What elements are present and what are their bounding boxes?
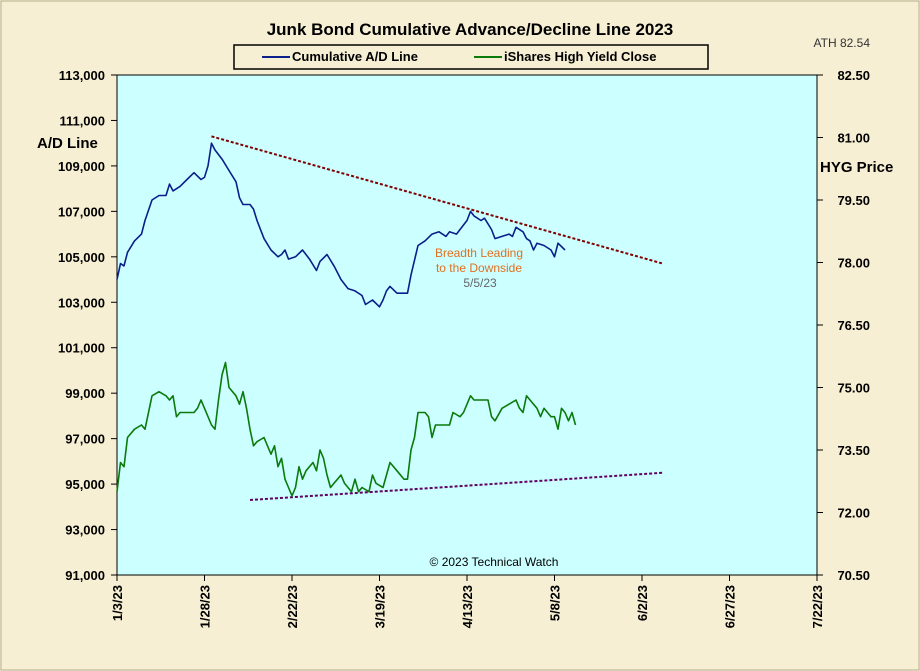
- series-hyg-close: [116, 361, 577, 497]
- y-axis-right-title: HYG Price: [820, 159, 893, 176]
- legend-box: [233, 44, 709, 70]
- lower-trendline: [249, 471, 664, 501]
- copyright-label: © 2023 Technical Watch: [430, 555, 559, 569]
- y-right-tick-label: 75.00: [837, 381, 870, 396]
- x-axis: 1/3/23 1/28/23 2/22/23 3/19/23 4/13/23 5/8/23…: [110, 575, 825, 628]
- x-tick-label: 6/2/23: [635, 585, 650, 621]
- y-axis-left-title: A/D Line: [37, 135, 98, 152]
- ath-label: ATH 82.54: [814, 36, 871, 50]
- y-left-tick-label: 107,000: [58, 204, 105, 219]
- y-left-tick-label: 113,000: [59, 68, 105, 83]
- y-left-tick-label: 93,000: [65, 523, 105, 538]
- x-tick-label: 4/13/23: [460, 585, 475, 628]
- y-left-tick-label: 95,000: [65, 477, 105, 492]
- x-tick-label: 2/22/23: [285, 585, 300, 628]
- legend-label-hyg: iShares High Yield Close: [504, 49, 656, 64]
- x-tick-label: 7/22/23: [810, 585, 825, 628]
- x-tick-label: 3/19/23: [373, 585, 388, 628]
- legend: Cumulative A/D Line iShares High Yield C…: [233, 44, 709, 70]
- y-left-tick-label: 91,000: [65, 568, 105, 583]
- series-layer: [116, 135, 664, 501]
- y-right-tick-label: 81.00: [837, 131, 870, 146]
- y-left-tick-label: 105,000: [58, 250, 105, 265]
- y-left-tick-label: 99,000: [65, 386, 105, 401]
- series-ad-line: [116, 142, 566, 308]
- annotation: Breadth Leading to the Downside 5/5/23: [435, 246, 523, 290]
- y-right-tick-label: 70.50: [837, 568, 870, 583]
- y-axis-left: 91,000 93,000 95,000 97,000 99,000 101,000 103…: [58, 68, 117, 583]
- y-right-tick-label: 72.00: [837, 506, 870, 521]
- chart-title: Junk Bond Cumulative Advance/Decline Lin…: [267, 20, 674, 39]
- y-right-tick-label: 76.50: [837, 318, 870, 333]
- x-tick-label: 5/8/23: [548, 585, 563, 621]
- legend-label-ad-line: Cumulative A/D Line: [292, 49, 418, 64]
- annotation-line1: Breadth Leading: [435, 246, 523, 260]
- y-left-tick-label: 103,000: [58, 295, 105, 310]
- x-tick-label: 6/27/23: [723, 585, 738, 628]
- y-axis-right: 70.50 72.00 73.50 75.00 76.50 78.00 79.50 81.00…: [817, 68, 870, 583]
- annotation-line2: to the Downside: [436, 261, 522, 275]
- upper-trendline: [211, 135, 664, 265]
- y-left-tick-label: 97,000: [65, 432, 105, 447]
- x-tick-label: 1/3/23: [110, 585, 125, 621]
- y-right-tick-label: 78.00: [837, 256, 870, 271]
- y-left-tick-label: 109,000: [58, 159, 105, 174]
- y-left-tick-label: 101,000: [58, 341, 105, 356]
- y-right-tick-label: 82.50: [837, 68, 870, 83]
- x-tick-label: 1/28/23: [198, 585, 213, 628]
- y-right-tick-label: 79.50: [837, 193, 870, 208]
- y-right-tick-label: 73.50: [837, 443, 870, 458]
- annotation-date: 5/5/23: [463, 276, 497, 290]
- y-left-tick-label: 111,000: [59, 113, 105, 128]
- plot-area: [116, 74, 818, 576]
